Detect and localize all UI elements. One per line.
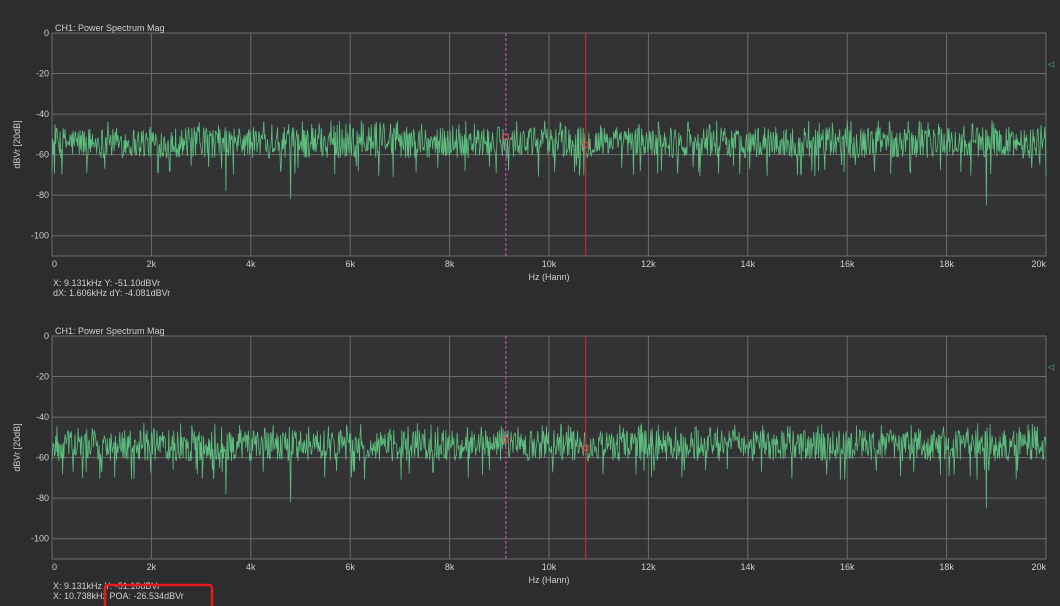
spectrum-panel-bottom[interactable]: 0 -20 -40 -60 -80 -100 0 2k 4k 6k 8k 10k 12k 14k 16k 18… (0, 303, 1060, 606)
y-tick-label: -60 (36, 453, 49, 463)
y-tick-label: -20 (36, 69, 49, 79)
x-tick-label: 8k (445, 259, 455, 269)
spectrum-panel-top[interactable]: 0 -20 -40 -60 -80 -100 0 2k 4k 6k 8k 10k 12k 14k 16k 18… (0, 0, 1060, 303)
x-tick-label: 6k (345, 562, 355, 572)
y-axis-label: dBVr [20dB] (12, 120, 22, 168)
x-tick-label: 10k (542, 259, 557, 269)
y-axis-label: dBVr [20dB] (12, 423, 22, 471)
reference-level-marker[interactable]: ◁ (1048, 362, 1055, 371)
x-tick-label: 18k (939, 562, 954, 572)
highlight-box (103, 583, 214, 606)
x-tick-label: 10k (542, 562, 557, 572)
cursor-marker-primary[interactable] (502, 436, 509, 443)
cursor-marker-secondary[interactable] (582, 141, 589, 148)
chart-title: CH1: Power Spectrum Mag (55, 23, 165, 33)
y-tick-label: -40 (36, 109, 49, 119)
x-tick-label: 4k (246, 562, 256, 572)
y-tick-label: -20 (36, 372, 49, 382)
spectrum-trace (51, 423, 1047, 509)
y-tick-label: -60 (36, 150, 49, 160)
x-tick-label: 2k (147, 259, 157, 269)
reference-level-marker[interactable]: ◁ (1048, 59, 1055, 68)
x-tick-label: 8k (445, 562, 455, 572)
cursor-readout: X: 9.131kHz Y: -51.10dBVr (53, 278, 160, 288)
x-tick-label: 18k (939, 259, 954, 269)
x-tick-label: 16k (840, 562, 855, 572)
x-tick-label: 4k (246, 259, 256, 269)
y-tick-label: -100 (31, 534, 49, 544)
x-tick-label: 20k (1031, 562, 1046, 572)
x-tick-label: 14k (741, 562, 756, 572)
x-tick-label: 2k (147, 562, 157, 572)
y-tick-label: 0 (44, 331, 49, 341)
cursor-readout: X: 10.738kHz POA: -26.534dBVr (53, 591, 184, 601)
cursor-marker-secondary[interactable] (582, 444, 589, 451)
x-axis-label: Hz (Hann) (528, 575, 569, 585)
x-axis-label: Hz (Hann) (528, 272, 569, 282)
x-tick-label: 0 (52, 562, 57, 572)
y-tick-label: -100 (31, 231, 49, 241)
cursor-readout: dX: 1.606kHz dY: -4.081dBVr (53, 288, 170, 298)
cursor-marker-primary[interactable] (502, 133, 509, 140)
y-tick-label: -80 (36, 190, 49, 200)
x-tick-label: 12k (641, 259, 656, 269)
y-tick-label: -80 (36, 493, 49, 503)
x-tick-label: 0 (52, 259, 57, 269)
y-tick-label: 0 (44, 28, 49, 38)
x-tick-label: 20k (1031, 259, 1046, 269)
x-tick-label: 16k (840, 259, 855, 269)
spectrum-trace (51, 120, 1047, 206)
chart-title: CH1: Power Spectrum Mag (55, 326, 165, 336)
x-tick-label: 6k (345, 259, 355, 269)
x-tick-label: 12k (641, 562, 656, 572)
x-tick-label: 14k (741, 259, 756, 269)
y-tick-label: -40 (36, 412, 49, 422)
